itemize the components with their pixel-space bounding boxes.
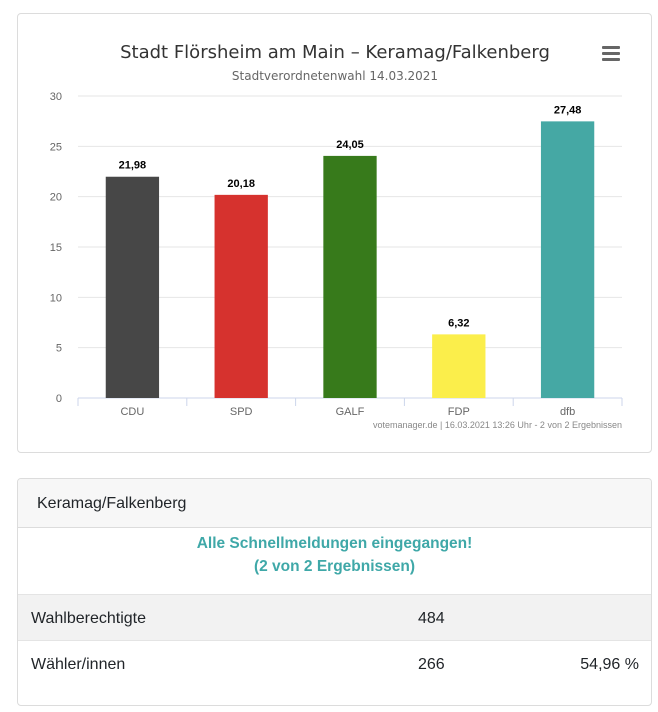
data-label: 6,32 <box>448 317 469 329</box>
chart-subtitle: Stadtverordnetenwahl 14.03.2021 <box>232 69 438 83</box>
y-tick-label: 20 <box>50 192 62 204</box>
bar-galf <box>323 155 377 398</box>
row-value: 266 <box>418 656 445 673</box>
chart-card: Stadt Flörsheim am Main – Keramag/Falken… <box>17 13 652 453</box>
x-tick-label: dfb <box>560 406 575 418</box>
y-tick-label: 25 <box>50 141 62 153</box>
x-tick-label: SPD <box>230 406 253 418</box>
bar-dfb <box>540 121 595 399</box>
bar-cdu <box>105 176 160 398</box>
row-label: Wähler/innen <box>31 656 126 673</box>
chart-credits: votemanager.de | 16.03.2021 13:26 Uhr - … <box>373 420 622 430</box>
data-label: 20,18 <box>227 178 255 190</box>
x-tick-label: CDU <box>120 406 144 418</box>
data-label: 21,98 <box>119 160 147 172</box>
y-tick-label: 15 <box>50 242 62 254</box>
results-header: Keramag/Falkenberg <box>18 479 651 528</box>
bar-fdp <box>432 334 486 398</box>
y-tick-label: 5 <box>56 343 62 355</box>
y-tick-label: 10 <box>50 292 62 304</box>
table-row-waehler: Wähler/innen 266 54,96 % <box>18 640 651 689</box>
results-card: Keramag/Falkenberg Alle Schnellmeldungen… <box>17 478 652 706</box>
bar-spd <box>214 194 268 398</box>
status-line-1: Alle Schnellmeldungen eingegangen! <box>196 535 473 552</box>
y-tick-label: 0 <box>56 393 62 405</box>
bar-chart: Stadt Flörsheim am Main – Keramag/Falken… <box>50 42 623 430</box>
chart-title: Stadt Flörsheim am Main – Keramag/Falken… <box>120 42 550 63</box>
chart-menu-icon[interactable] <box>600 44 622 64</box>
x-tick-label: FDP <box>448 406 470 418</box>
row-percent: 54,96 % <box>580 656 639 673</box>
status-message: Alle Schnellmeldungen eingegangen! (2 vo… <box>18 528 651 594</box>
y-tick-label: 30 <box>50 91 62 103</box>
table-row-wahlberechtigte: Wahlberechtigte 484 <box>18 594 651 640</box>
x-tick-label: GALF <box>336 406 365 418</box>
status-line-2: (2 von 2 Ergebnissen) <box>253 558 416 575</box>
row-value: 484 <box>418 610 445 627</box>
data-label: 24,05 <box>336 139 364 151</box>
data-label: 27,48 <box>554 104 582 116</box>
row-label: Wahlberechtigte <box>31 610 147 627</box>
